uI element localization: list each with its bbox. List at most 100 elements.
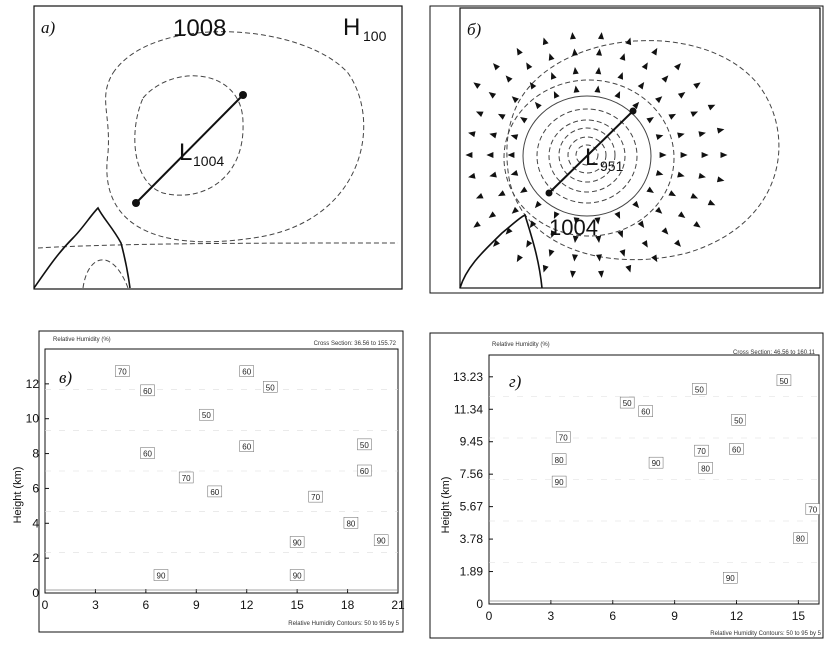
panel-b-map: б) L 951 1004 <box>429 5 824 294</box>
contour-label-box <box>805 503 821 515</box>
wind-barb <box>570 32 576 40</box>
contour-label-box <box>551 475 567 488</box>
wind-barb <box>553 211 560 219</box>
panel-g: Relative Humidity (%) Cross Section: 46.… <box>427 325 827 643</box>
wind-barb <box>707 199 716 206</box>
wind-barb <box>625 37 632 46</box>
wind-barb <box>693 221 701 228</box>
contour-label: 80 <box>551 453 567 466</box>
panel-b: б) L 951 1004 <box>427 3 827 295</box>
contour-label-box <box>262 381 278 393</box>
contour-label: 80 <box>698 462 713 474</box>
wind-barb <box>668 190 677 197</box>
contour-label: 80 <box>343 517 359 529</box>
contour-label-text: 60 <box>641 408 650 417</box>
wind-barb <box>707 104 716 111</box>
contour-label: 60 <box>357 464 372 477</box>
contour-label-text: 60 <box>732 445 741 454</box>
x-tick-label: 0 <box>42 598 49 612</box>
contour-label-text: 90 <box>652 459 661 468</box>
wind-barb <box>698 131 706 138</box>
contour-label-text: 90 <box>293 538 302 547</box>
contour-label-box <box>199 408 214 421</box>
contour-label: 50 <box>199 408 214 421</box>
wind-barb <box>659 152 667 158</box>
plot-frame <box>44 348 399 594</box>
y-tick-label: 9.45 <box>460 435 484 449</box>
contour-label-box <box>793 532 808 544</box>
wind-barb <box>529 82 537 90</box>
panel-g-chart: Relative Humidity (%) Cross Section: 46.… <box>429 332 824 639</box>
contour-label: 50 <box>357 438 372 451</box>
panel-g-subtitle: Cross Section: 46.56 to 160.11 <box>733 350 816 356</box>
x-tick-label: 15 <box>792 609 806 623</box>
contour-label-box <box>343 517 359 529</box>
wind-barb <box>520 186 528 193</box>
contour-label-text: 70 <box>697 447 706 456</box>
contour-label: 70 <box>805 503 821 515</box>
contour-label-box <box>648 456 664 469</box>
panel-a-isobar-inner <box>134 75 244 196</box>
wind-barb <box>534 200 542 209</box>
wind-barb <box>572 254 578 262</box>
panel-b-section-start <box>545 189 553 197</box>
panel-v-subtitle: Cross Section: 36.56 to 155.72 <box>314 341 397 347</box>
contour-label: 90 <box>723 571 738 584</box>
contour-label-text: 50 <box>623 399 632 408</box>
wind-barb <box>651 254 658 263</box>
contour-label-box <box>140 384 155 397</box>
contour-label: 70 <box>308 490 323 503</box>
contour-label-box <box>694 444 709 457</box>
panel-v: Relative Humidity (%) Cross Section: 36.… <box>3 325 407 643</box>
wind-barb <box>598 32 604 40</box>
contour-label: 70 <box>115 365 130 377</box>
contour-label-box <box>207 485 223 498</box>
contour-label: 50 <box>262 381 278 393</box>
panel-a-low-value: 1004 <box>193 153 224 169</box>
panel-a-label: а) <box>41 18 56 37</box>
x-tick-label: 15 <box>290 598 304 612</box>
x-tick-label: 12 <box>240 598 254 612</box>
wind-barb <box>632 101 640 110</box>
wind-barb <box>572 48 578 56</box>
contour-label: 50 <box>776 374 792 387</box>
wind-barb <box>475 111 484 118</box>
contour-label-text: 60 <box>210 488 219 497</box>
panel-a-frame <box>33 5 403 290</box>
wind-barb <box>701 152 709 158</box>
y-tick-label: 10 <box>26 412 40 426</box>
contour-label-text: 90 <box>293 572 302 581</box>
contour-label-box <box>153 569 169 581</box>
panel-b-isobar-2 <box>503 79 675 237</box>
contour-label-text: 70 <box>182 474 191 483</box>
wind-barb <box>550 230 557 238</box>
panel-a-low-letter: L <box>179 139 192 166</box>
wind-barb <box>698 172 706 179</box>
panel-a-contour-low <box>82 259 129 289</box>
wind-barb <box>572 67 579 75</box>
panel-a-section-start <box>132 199 140 207</box>
contour-label-text: 60 <box>143 450 152 459</box>
contour-label: 70 <box>178 471 194 484</box>
contour-label: 90 <box>153 569 169 581</box>
contour-label-box <box>289 536 305 548</box>
contour-label-text: 70 <box>311 493 320 502</box>
contour-label-text: 60 <box>242 368 251 377</box>
x-tick-label: 6 <box>143 598 150 612</box>
contour-label: 60 <box>140 447 155 459</box>
panel-g-caption: Relative Humidity Contours: 50 to 95 by … <box>710 631 821 637</box>
panel-v-contour-labels: 70 60 60 70 50 60 60 60 50 90 90 70 80 50 60 90 90 <box>115 365 389 581</box>
contour-label-box <box>723 571 738 584</box>
wind-barb <box>661 227 669 235</box>
contour-label-text: 80 <box>555 456 564 465</box>
wind-barb <box>637 220 645 228</box>
contour-label-box <box>638 405 653 417</box>
panel-v-title: Relative Humidity (%) <box>53 337 111 343</box>
wind-barb <box>646 186 654 193</box>
contour-label-box <box>698 462 713 474</box>
contour-label-box <box>357 438 372 451</box>
contour-label-box <box>308 490 323 503</box>
wind-barb <box>511 96 519 104</box>
wind-barb <box>598 270 604 278</box>
wind-barb <box>465 152 473 158</box>
